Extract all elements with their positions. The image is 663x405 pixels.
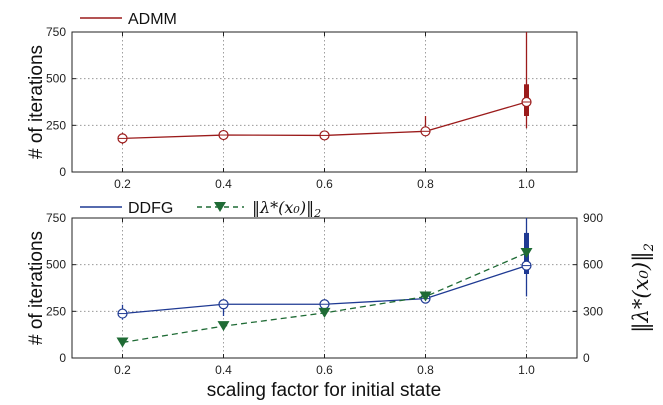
lambda-legend-sub: 2 bbox=[313, 207, 321, 220]
bottom-y-tick-label: 750 bbox=[46, 211, 66, 225]
top-y-tick-label: 0 bbox=[59, 165, 66, 179]
bottom-x-tick-label: 0.2 bbox=[114, 363, 131, 377]
ddfg-legend-label: DDFG bbox=[128, 200, 173, 217]
bottom-y-tick-label: 250 bbox=[46, 304, 66, 318]
top-series bbox=[117, 32, 532, 144]
bottom-series-2-marker bbox=[419, 291, 432, 302]
bottom-grid bbox=[72, 218, 577, 358]
bottom-y2-tick-label: 300 bbox=[583, 304, 603, 318]
bottom-x-tick-label: 0.6 bbox=[316, 363, 333, 377]
lambda-legend-marker bbox=[214, 202, 226, 212]
bottom-y-axis-label: # of iterations bbox=[26, 231, 47, 345]
bottom-series bbox=[116, 218, 533, 348]
top-x-tick-label: 1.0 bbox=[518, 177, 535, 191]
lambda-legend-label: ‖λ*(x₀)‖2 bbox=[252, 198, 321, 220]
top-x-tick-label: 0.2 bbox=[114, 177, 131, 191]
bottom-x-tick-label: 0.4 bbox=[215, 363, 232, 377]
top-ticks: 0.2 0.4 0.6 0.8 1.0 0 250 500 750 bbox=[46, 25, 577, 191]
top-grid bbox=[72, 32, 577, 172]
top-legend-box bbox=[72, 8, 202, 28]
top-x-tick-label: 0.4 bbox=[215, 177, 232, 191]
top-x-tick-label: 0.8 bbox=[417, 177, 434, 191]
bottom-x-tick-label: 0.8 bbox=[417, 363, 434, 377]
bottom-panel: 0.2 0.4 0.6 0.8 1.0 0 250 500 750 0 300 600 900 DDFG… bbox=[26, 196, 657, 401]
bottom-y-tick-label: 500 bbox=[46, 258, 66, 272]
bottom-series-2-marker bbox=[217, 321, 230, 332]
right-y-axis-label: ‖λ*(x₀)‖2 bbox=[629, 243, 657, 333]
lambda-legend-norm-open: ‖ bbox=[252, 198, 260, 217]
bottom-y2-tick-label: 900 bbox=[583, 211, 603, 225]
top-y-tick-label: 500 bbox=[46, 72, 66, 86]
bottom-x-axis-label: scaling factor for initial state bbox=[207, 380, 441, 401]
top-y-axis-label: # of iterations bbox=[26, 45, 47, 159]
bottom-y2-tick-label: 600 bbox=[583, 258, 603, 272]
bottom-x-tick-label: 1.0 bbox=[518, 363, 535, 377]
top-legend: ADMM bbox=[72, 8, 202, 28]
right-y-axis-label-body: ‖λ*(x₀)‖ bbox=[629, 251, 654, 332]
top-y-tick-label: 750 bbox=[46, 25, 66, 39]
lambda-legend-norm-close: ‖ bbox=[306, 198, 314, 217]
bottom-series-2-marker bbox=[318, 307, 331, 318]
bottom-series-2-marker bbox=[520, 248, 533, 258]
top-y-tick-label: 250 bbox=[46, 118, 66, 132]
right-y-axis-label-sub: 2 bbox=[642, 243, 657, 252]
bottom-y-tick-label: 0 bbox=[59, 351, 66, 365]
bottom-ticks: 0.2 0.4 0.6 0.8 1.0 0 250 500 750 0 300 600 900 bbox=[46, 211, 603, 377]
bottom-series-2-marker bbox=[116, 337, 129, 348]
lambda-legend-body: λ*(x₀) bbox=[259, 198, 306, 217]
bottom-legend: DDFG ‖λ*(x₀)‖2 bbox=[72, 196, 372, 220]
bottom-y2-tick-label: 0 bbox=[583, 351, 590, 365]
top-panel: 0.2 0.4 0.6 0.8 1.0 0 250 500 750 ADMM # of iter… bbox=[26, 8, 578, 191]
admm-legend-label: ADMM bbox=[128, 11, 177, 28]
top-x-tick-label: 0.6 bbox=[316, 177, 333, 191]
